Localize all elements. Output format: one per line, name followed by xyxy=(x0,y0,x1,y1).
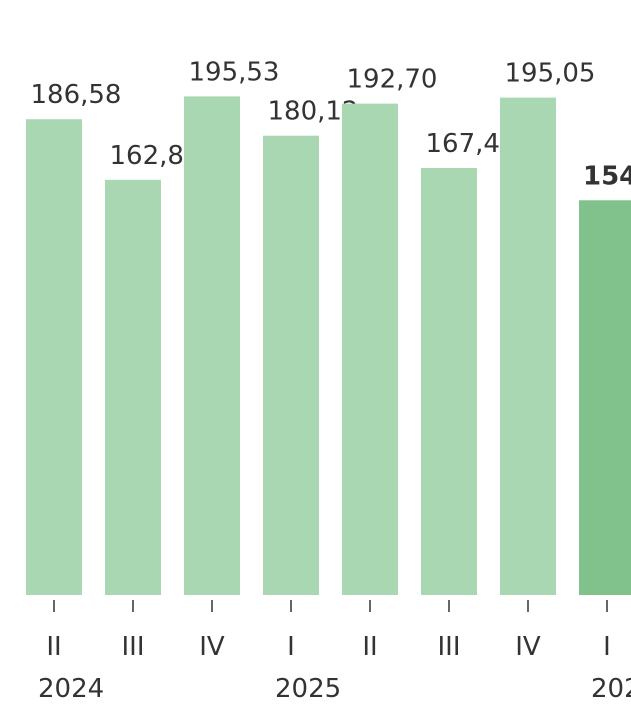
year-label: 2024 xyxy=(38,674,104,704)
x-tick-label: I xyxy=(603,632,611,662)
bar xyxy=(342,103,398,596)
x-tick-label: I xyxy=(287,632,295,662)
x-tick-label: III xyxy=(121,632,144,662)
bar xyxy=(26,119,82,595)
bar xyxy=(263,135,319,595)
year-label: 2025 xyxy=(275,674,341,704)
bar xyxy=(184,96,240,595)
bar xyxy=(105,179,161,595)
bar xyxy=(579,200,631,595)
x-tick-label: IV xyxy=(199,632,225,662)
value-label: 192,70 xyxy=(347,65,438,95)
value-label: 195,05 xyxy=(505,59,596,89)
value-label: 195,53 xyxy=(189,57,280,87)
value-label: 186,58 xyxy=(31,80,122,110)
value-label: 154,79 xyxy=(583,161,631,191)
year-label: 2026 xyxy=(591,674,631,704)
x-tick-label: II xyxy=(362,632,377,662)
x-tick-label: III xyxy=(437,632,460,662)
x-tick-label: IV xyxy=(515,632,541,662)
bar xyxy=(421,167,477,596)
x-tick-label: II xyxy=(46,632,61,662)
bar xyxy=(500,97,556,595)
